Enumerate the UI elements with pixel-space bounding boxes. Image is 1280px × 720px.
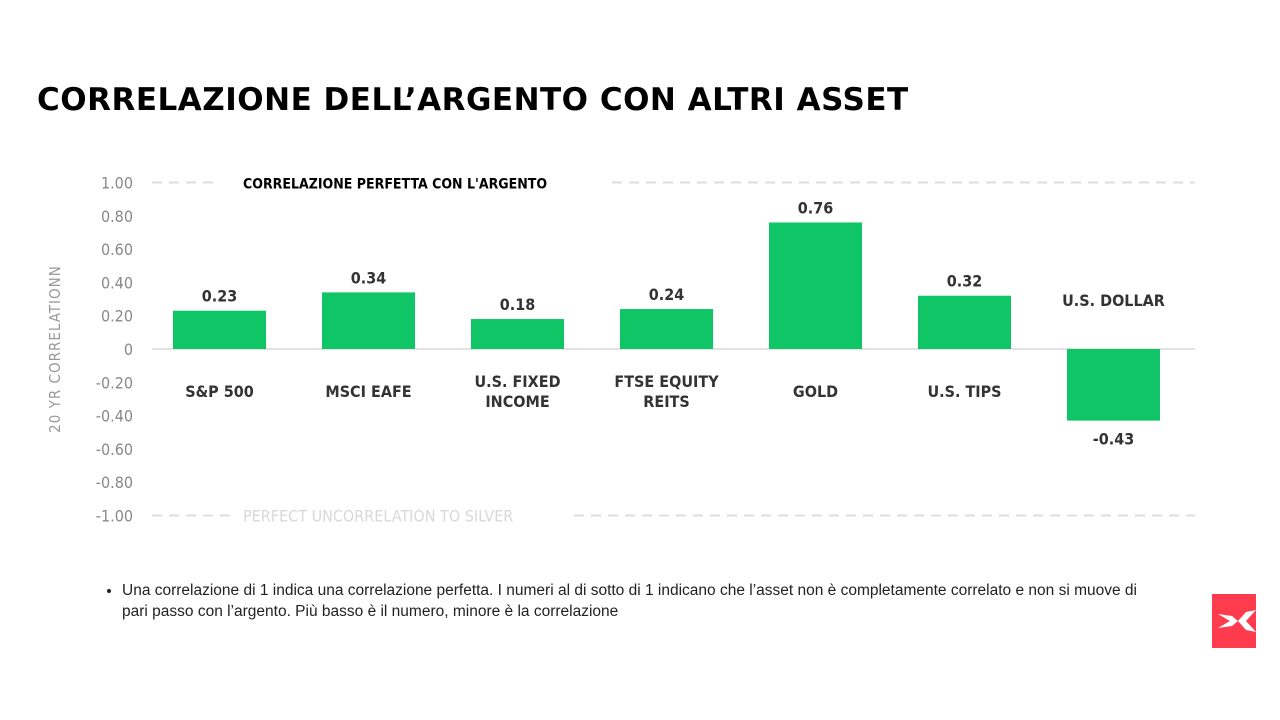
y-tick-label: -0.80	[96, 473, 133, 492]
bar	[471, 319, 564, 349]
category-label: GOLD	[793, 382, 838, 401]
category-label: U.S. FIXED	[474, 372, 560, 391]
bar	[1067, 349, 1160, 421]
y-tick-label: -1.00	[96, 507, 133, 526]
value-label: -0.43	[1093, 430, 1135, 449]
y-axis-label: 20 YR CORRELATIONN	[46, 265, 64, 433]
y-tick-label: 0.40	[101, 273, 133, 292]
y-tick-label: 0	[124, 340, 133, 359]
bar	[769, 222, 862, 349]
value-label: 0.23	[202, 287, 238, 306]
correlation-bar-chart: 1.00 0.80 0.60 0.40 0.20 0 -0.20 -0.40 -0.60 -0.8…	[46, 174, 1195, 526]
y-tick-label: -0.60	[96, 440, 133, 459]
footnote-item: Una correlazione di 1 indica una correla…	[122, 580, 1164, 622]
y-tick-label: 0.20	[101, 307, 133, 326]
category-label: FTSE EQUITY	[614, 372, 719, 391]
y-tick-label: 1.00	[101, 174, 133, 193]
y-tick-label: 0.80	[101, 207, 133, 226]
category-label: U.S. TIPS	[927, 382, 1001, 401]
value-label: 0.24	[649, 285, 685, 304]
value-label: 0.18	[500, 295, 536, 314]
y-tick-label: -0.40	[96, 407, 133, 426]
page-title: CORRELAZIONE DELL’ARGENTO CON ALTRI ASSE…	[37, 82, 909, 118]
category-label: INCOME	[485, 392, 549, 411]
category-label: MSCI EAFE	[325, 382, 411, 401]
bar	[620, 309, 713, 349]
y-tick-label: -0.20	[96, 373, 133, 392]
value-label: 0.32	[947, 272, 983, 291]
value-label: 0.34	[351, 268, 387, 287]
bar	[322, 292, 415, 349]
footnote: Una correlazione di 1 indica una correla…	[104, 580, 1164, 622]
category-label: U.S. DOLLAR	[1062, 291, 1165, 310]
bar	[918, 295, 1011, 349]
category-label: S&P 500	[185, 382, 254, 401]
x-logo-icon	[1218, 610, 1256, 632]
value-label: 0.76	[798, 198, 834, 217]
bottom-annotation: PERFECT UNCORRELATION TO SILVER	[243, 507, 513, 526]
top-annotation: CORRELAZIONE PERFETTA CON L'ARGENTO	[243, 177, 547, 193]
category-label: REITS	[643, 392, 689, 411]
brand-logo	[1212, 594, 1256, 648]
y-tick-label: 0.60	[101, 240, 133, 259]
bar	[173, 310, 266, 349]
